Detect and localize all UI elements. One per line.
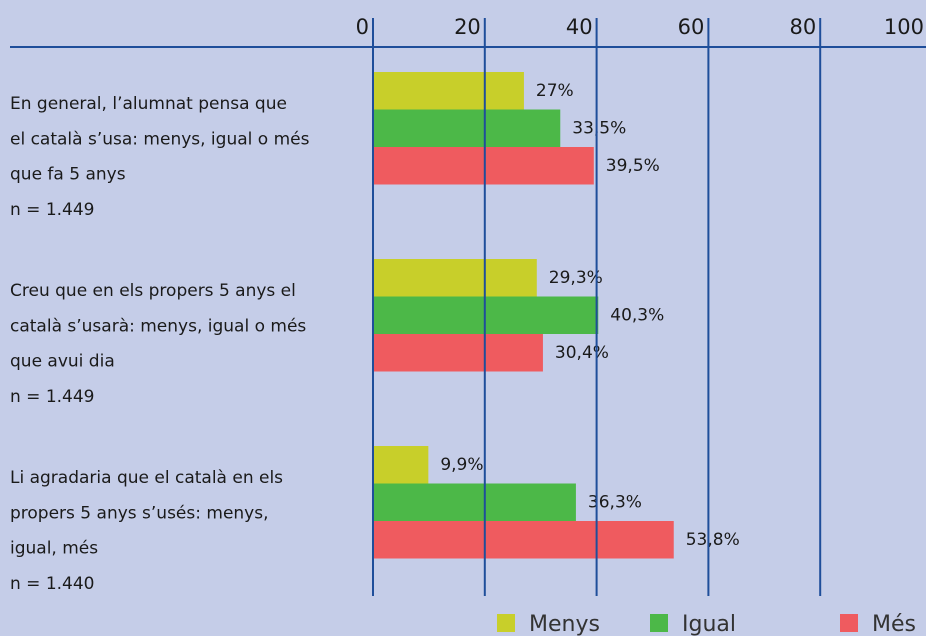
category-label: n = 1.449: [10, 200, 95, 220]
bar: [373, 521, 674, 559]
legend-swatch: [497, 614, 515, 632]
value-label: 53,8%: [686, 530, 740, 550]
bar: [373, 483, 576, 521]
x-tick-label: 100: [884, 15, 924, 39]
x-tick-label: 0: [356, 15, 369, 39]
bar: [373, 259, 537, 297]
category-label: Creu que en els propers 5 anys el: [10, 281, 296, 301]
category-label: En general, l’alumnat pensa que: [10, 94, 287, 114]
category-label: Li agradaria que el català en els: [10, 468, 283, 488]
category-label: propers 5 anys s’usés: menys,: [10, 503, 269, 523]
value-label: 30,4%: [555, 343, 609, 363]
x-tick-label: 40: [566, 15, 593, 39]
bar: [373, 109, 561, 147]
legend-swatch: [840, 614, 858, 632]
value-label: 29,3%: [549, 268, 603, 288]
bar: [373, 446, 429, 484]
category-label: que fa 5 anys: [10, 165, 126, 185]
value-label: 36,3%: [588, 492, 642, 512]
category-label: català s’usarà: menys, igual o més: [10, 316, 306, 336]
legend-label: Menys: [529, 612, 600, 636]
value-label: 40,3%: [610, 305, 664, 325]
x-tick-label: 20: [454, 15, 481, 39]
category-label: el català s’usa: menys, igual o més: [10, 129, 310, 149]
value-label: 33,5%: [572, 118, 626, 138]
x-tick-label: 80: [789, 15, 816, 39]
bar: [373, 334, 543, 372]
value-label: 39,5%: [606, 156, 660, 176]
x-tick-label: 60: [678, 15, 705, 39]
bar: [373, 147, 594, 185]
value-label: 9,9%: [440, 455, 483, 475]
legend-label: Igual: [682, 612, 736, 636]
value-label: 27%: [536, 81, 574, 101]
bar: [373, 72, 524, 110]
category-label: que avui dia: [10, 352, 115, 372]
category-label: n = 1.440: [10, 574, 95, 594]
legend-swatch: [650, 614, 668, 632]
legend-label: Més: [872, 612, 916, 636]
category-label: igual, més: [10, 539, 98, 559]
category-label: n = 1.449: [10, 387, 95, 407]
